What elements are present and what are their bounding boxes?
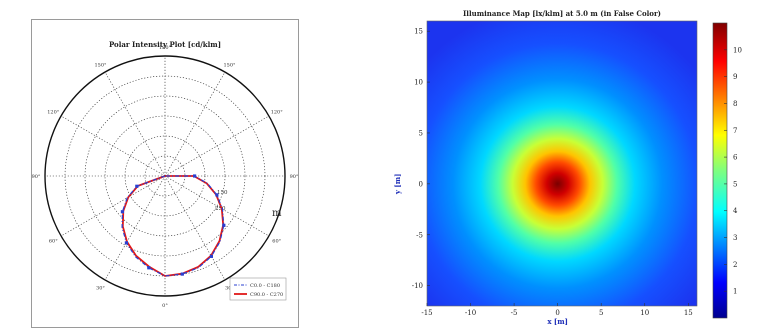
x-tick-label: -10 bbox=[465, 309, 476, 317]
polar-spoke bbox=[104, 175, 166, 281]
polar-legend: C0.0 - C180 C90.0 - C270 bbox=[229, 277, 287, 301]
map-title: Illuminance Map [lx/klm] at 5.0 m (in Fa… bbox=[463, 9, 661, 18]
y-tick-label: -10 bbox=[412, 282, 423, 290]
series-marker-blue bbox=[120, 210, 125, 214]
illuminance-map-chart: Illuminance Map [lx/klm] at 5.0 m (in Fa… bbox=[393, 9, 742, 326]
y-tick-label: 15 bbox=[414, 28, 423, 36]
y-axis-label: y [m] bbox=[393, 174, 402, 196]
colorbar-tick-label: 9 bbox=[733, 73, 737, 81]
colorbar-tick-label: 1 bbox=[733, 288, 737, 296]
y-tick-label: 10 bbox=[414, 79, 423, 87]
x-tick-label: 0 bbox=[555, 309, 559, 317]
polar-spoke bbox=[60, 115, 166, 177]
series-marker-blue bbox=[135, 184, 139, 188]
polar-outer-ring bbox=[44, 55, 286, 297]
colorbar-tick-label: 6 bbox=[733, 154, 738, 162]
series-marker-blue bbox=[193, 174, 197, 178]
series-marker-blue bbox=[124, 241, 128, 245]
polar-angle-label: 60° bbox=[272, 239, 281, 245]
y-tick-label: 5 bbox=[419, 129, 423, 137]
x-axis-label: x [m] bbox=[547, 317, 568, 326]
polar-spoke bbox=[164, 175, 226, 281]
polar-radial-label: 150 bbox=[217, 190, 228, 196]
x-tick-label: 15 bbox=[684, 309, 693, 317]
polar-radial-label: 250 bbox=[215, 206, 226, 212]
x-tick-label: 10 bbox=[640, 309, 649, 317]
y-tick-label: -5 bbox=[416, 231, 423, 239]
colorbar-tick-label: 3 bbox=[733, 234, 737, 242]
polar-spoke bbox=[104, 71, 166, 177]
x-tick-label: 5 bbox=[599, 309, 603, 317]
polar-title: Polar Intensity Plot [cd/klm] bbox=[109, 40, 221, 49]
legend-label: C0.0 - C180 bbox=[250, 283, 280, 289]
polar-angle-label: 30° bbox=[96, 286, 105, 292]
polar-angle-label: 90° bbox=[32, 174, 41, 180]
heatmap-area bbox=[427, 21, 697, 306]
polar-angle-label: 180° bbox=[159, 45, 172, 51]
polar-angle-label: 60° bbox=[49, 239, 58, 245]
polar-spoke bbox=[164, 71, 226, 177]
colorbar-tick-label: 5 bbox=[733, 180, 737, 188]
series-marker-blue bbox=[222, 223, 226, 227]
polar-spoke bbox=[164, 115, 270, 177]
polar-angle-label: 150° bbox=[94, 62, 107, 68]
heatmap-frame bbox=[426, 20, 698, 307]
polar-intensity-panel: Polar Intensity Plot [cd/klm] 0° 30° 60° 90°… bbox=[31, 19, 299, 328]
x-tick-label: -15 bbox=[421, 309, 432, 317]
colorbar-tick-label: 8 bbox=[733, 100, 737, 108]
colorbar-tick-label: 4 bbox=[733, 207, 738, 215]
polar-spoke bbox=[60, 175, 166, 237]
legend-label: C90.0 - C270 bbox=[250, 292, 283, 298]
polar-radial-unit: m bbox=[272, 208, 282, 219]
series-marker-blue bbox=[180, 272, 184, 276]
series-marker-blue bbox=[147, 266, 151, 270]
polar-angle-label: 150° bbox=[223, 62, 236, 68]
polar-angle-label: 0° bbox=[162, 303, 168, 309]
series-marker-blue bbox=[215, 193, 219, 197]
colorbar-tick-label: 10 bbox=[733, 46, 742, 54]
colorbar-tick-label: 2 bbox=[733, 261, 737, 269]
colorbar-tick-label: 7 bbox=[733, 127, 737, 135]
series-line-red bbox=[121, 175, 225, 277]
polar-intensity-plot: Polar Intensity Plot [cd/klm] 0° 30° 60° 90°… bbox=[32, 40, 298, 309]
polar-angle-label: 120° bbox=[271, 110, 284, 116]
illuminance-map-panel: Illuminance Map [lx/klm] at 5.0 m (in Fa… bbox=[388, 6, 760, 336]
colorbar bbox=[712, 22, 728, 319]
series-marker-blue bbox=[209, 254, 213, 258]
polar-spoke bbox=[164, 175, 270, 237]
polar-angle-label: 90° bbox=[290, 174, 298, 180]
polar-angle-label: 120° bbox=[47, 110, 60, 116]
polar-ring bbox=[84, 95, 246, 257]
x-tick-label: -5 bbox=[511, 309, 518, 317]
y-tick-label: 0 bbox=[419, 180, 423, 188]
series-line-blue bbox=[121, 175, 225, 277]
